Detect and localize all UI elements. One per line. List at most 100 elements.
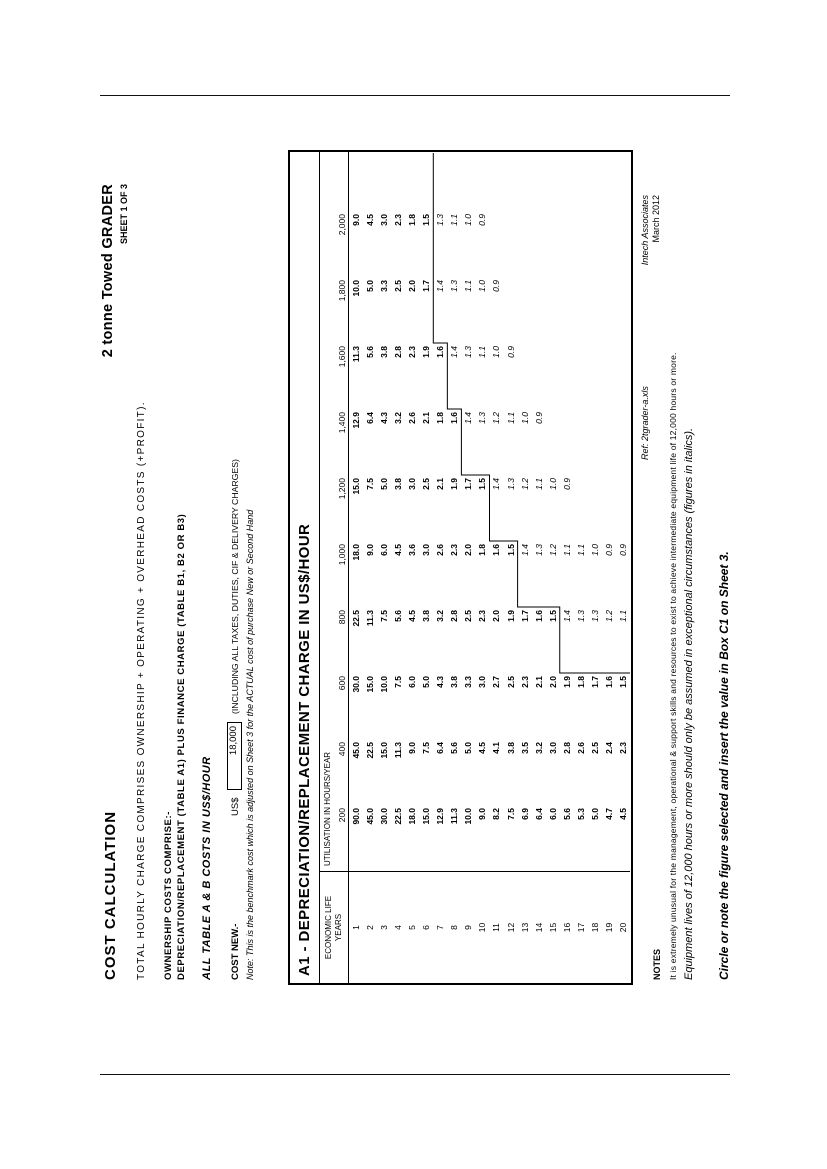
value-cell: 1.0 [519,412,530,424]
table-row: 11 8.2 4.1 2.7 2.0 1.6 1.4 1.2 1.0 0.9 [489,152,504,983]
value-cell: 1.6 [603,676,614,688]
value-cell: 1.7 [589,676,600,688]
value-cell: 2.1 [421,412,432,424]
hours-column-label: 1,000 [337,544,347,566]
currency-label: US$ [230,797,241,816]
value-cell: 3.0 [477,676,488,688]
table-row: 18 5.0 2.5 1.7 1.3 1.0 [587,152,602,983]
value-cell: 2.6 [435,544,446,556]
value-cell: 3.0 [379,214,390,226]
value-cell: 1.7 [463,478,474,490]
table-row: 6 15.0 7.5 5.0 3.8 3.0 2.5 2.1 1.9 1.7 1.5 [419,152,434,983]
value-cell: 5.6 [449,742,460,754]
ownership-heading: OWNERSHIP COSTS COMPRISE:- [163,810,174,980]
table-row: 17 5.3 2.6 1.8 1.3 1.1 [573,152,588,983]
table-row: 12 7.5 3.8 2.5 1.9 1.5 1.3 1.1 0.9 [503,152,518,983]
value-cell [560,409,574,475]
value-cell: 4.5 [407,610,418,622]
hours-column-label: 200 [337,808,347,823]
value-cell: 2.0 [547,676,558,688]
value-cell [546,343,560,409]
value-cell: 2.3 [477,610,488,622]
value-cell: 5.0 [421,676,432,688]
table-body: 1 90.0 45.0 30.0 22.5 18.0 15.0 12.9 11.3 10.0 9.0… [349,152,630,983]
hours-column-label: 2,000 [337,214,347,236]
value-cell: 3.6 [407,544,418,556]
value-cell: 1.3 [533,544,544,556]
value-cell [574,211,588,277]
year-cell: 14 [531,871,546,983]
value-cell: 1.2 [491,412,502,424]
value-cell: 2.5 [421,478,432,490]
value-cell: 11.3 [393,742,404,759]
depreciation-table: A1 - DEPRECIATION/REPLACEMENT CHARGE IN … [288,150,633,985]
sheet-label: SHEET 1 OF 3 [119,184,129,245]
value-cell: 15.0 [351,478,361,495]
value-cell: 1.3 [477,412,488,424]
value-cell [616,343,630,409]
value-cell [602,343,616,409]
year-cell: 10 [475,871,490,983]
value-cell [560,211,574,277]
table-row: 20 4.5 2.3 1.5 1.1 0.9 [615,152,630,983]
value-cell: 0.9 [603,544,614,556]
value-cell [602,475,616,541]
value-cell: 1.9 [561,676,572,688]
value-cell: 3.3 [379,280,390,292]
year-cell: 2 [363,871,378,983]
value-cell: 1.4 [435,280,446,292]
value-cell [532,277,546,343]
value-cell: 9.0 [477,808,488,820]
year-cell: 7 [433,871,448,983]
document-date: March 2012 [651,195,661,243]
value-cell: 3.5 [519,742,530,754]
value-cell: 2.6 [575,742,586,754]
value-cell: 3.0 [407,478,418,490]
value-cell: 0.9 [617,544,628,556]
table-row: 16 5.6 2.8 1.9 1.4 1.1 0.9 [559,152,574,983]
value-cell: 3.2 [393,412,404,424]
value-cell: 1.9 [505,610,516,622]
value-cell: 2.8 [393,346,404,358]
value-cell: 0.9 [477,214,488,226]
value-cell: 2.0 [491,610,502,622]
year-cell: 20 [615,871,630,983]
value-cell [532,343,546,409]
value-cell: 1.4 [463,412,474,424]
hours-column-label: 1,400 [337,412,347,434]
table-row: 3 30.0 15.0 10.0 7.5 6.0 5.0 4.3 3.8 3.3 3.0 [377,152,392,983]
value-cell: 11.3 [351,346,361,363]
value-cell: 11.3 [365,610,376,627]
value-cell: 1.3 [435,214,446,226]
table-row: 15 6.0 3.0 2.0 1.5 1.2 1.0 [545,152,560,983]
value-cell: 1.1 [449,214,460,226]
value-cell: 15.0 [365,676,376,693]
value-cell: 90.0 [351,808,361,825]
value-cell: 2.3 [519,676,530,688]
value-cell: 1.4 [561,610,572,622]
value-cell: 30.0 [351,676,361,693]
value-cell: 3.8 [449,676,460,688]
hours-column-label: 800 [337,610,347,625]
value-cell: 1.1 [533,478,544,490]
value-cell: 45.0 [351,742,361,759]
value-cell [602,409,616,475]
value-cell: 6.4 [533,808,544,820]
value-cell [504,211,518,277]
value-cell: 1.1 [561,544,572,556]
value-cell: 22.5 [393,808,404,825]
value-cell: 3.0 [421,544,432,556]
value-cell: 18.0 [351,544,361,561]
table-row: 13 6.9 3.5 2.3 1.7 1.4 1.2 1.0 [517,152,532,983]
value-cell [588,409,602,475]
value-cell: 2.3 [617,742,628,754]
note-equipment-life: It is extremely unusual for the manageme… [668,352,678,980]
value-cell: 1.3 [575,610,586,622]
value-cell: 1.6 [533,610,544,622]
value-cell: 5.6 [365,346,376,358]
value-cell: 1.2 [519,478,530,490]
hours-column-label: 600 [337,676,347,691]
value-cell: 2.7 [491,676,502,688]
value-cell: 6.9 [519,808,530,820]
